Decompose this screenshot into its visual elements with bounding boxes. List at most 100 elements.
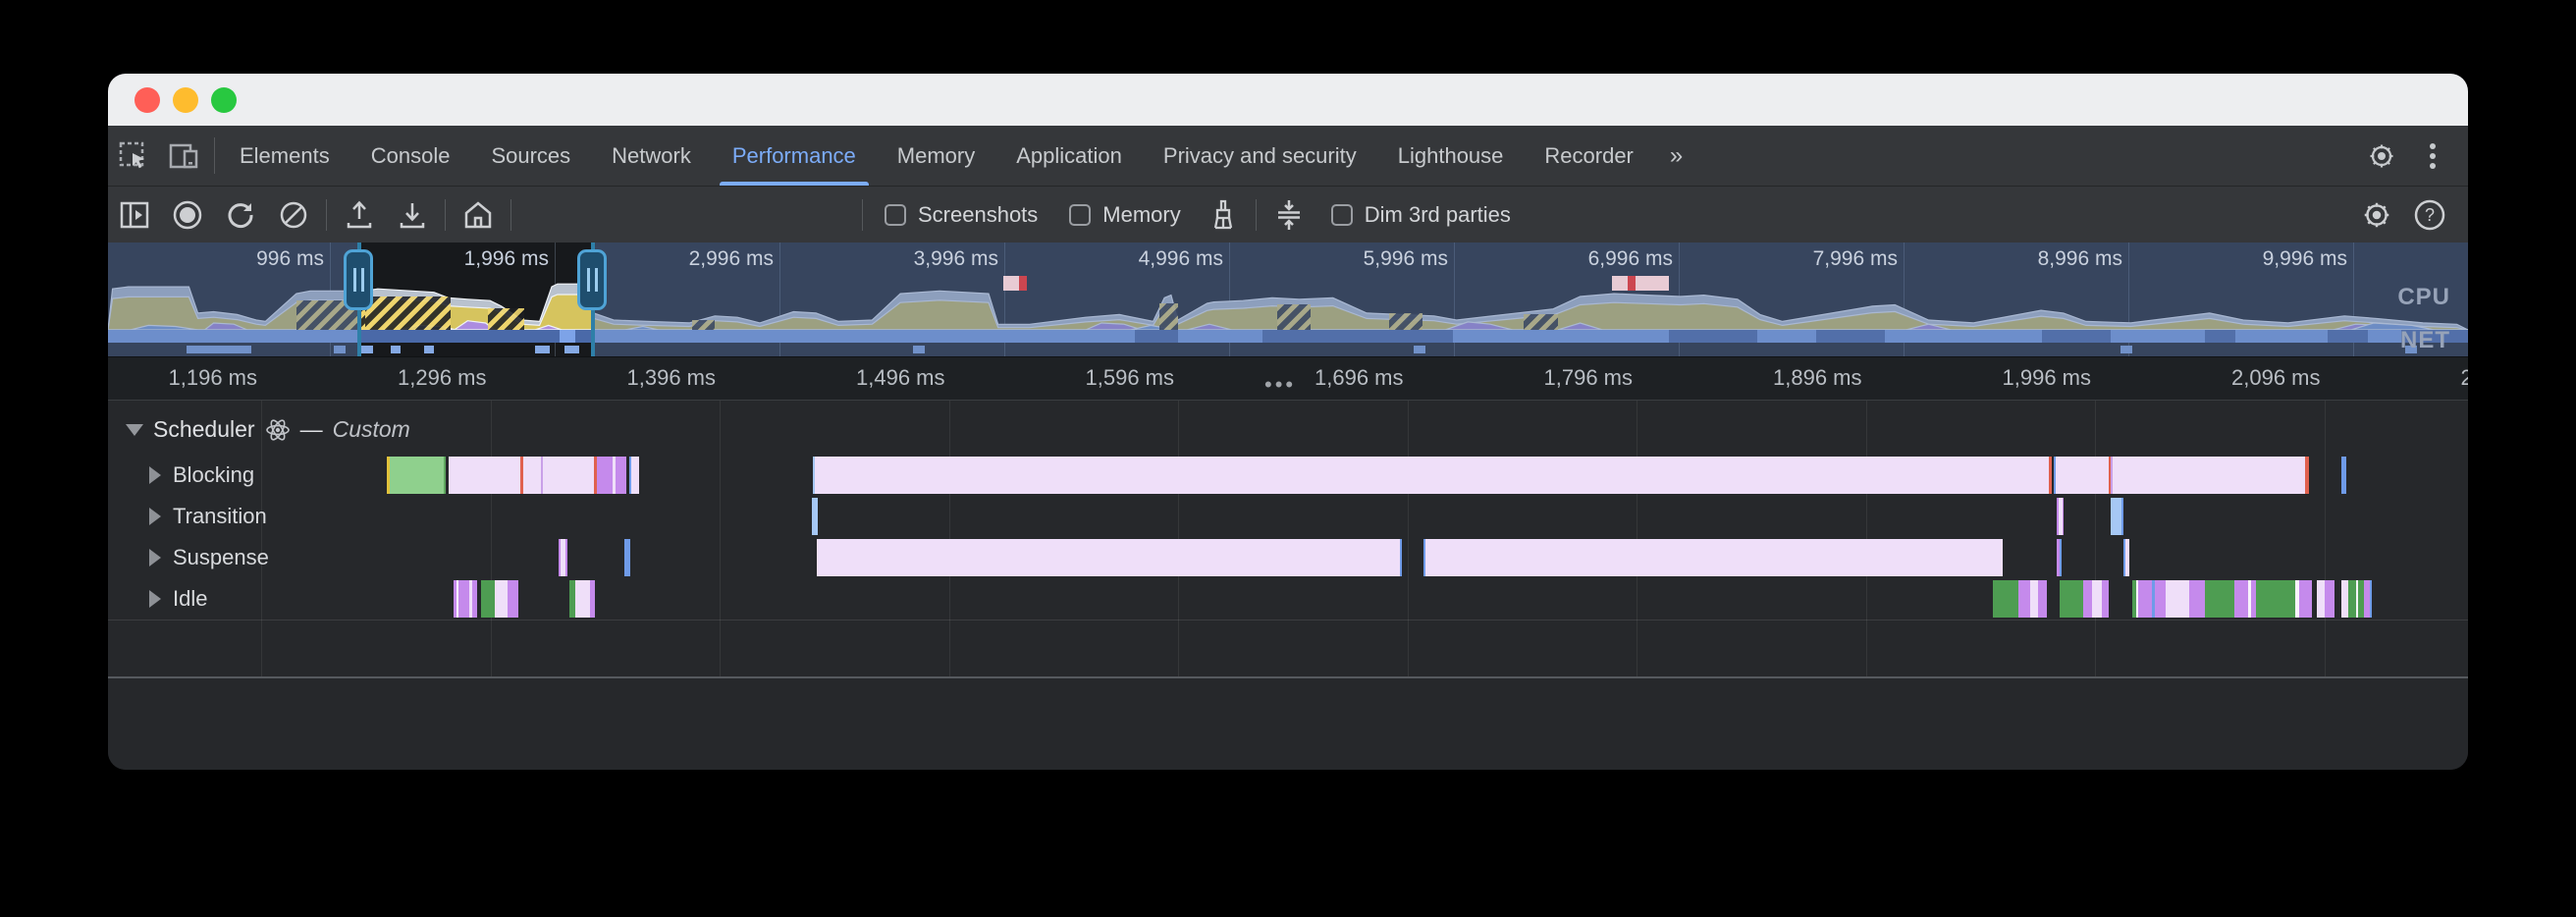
inspect-icon[interactable] [108, 126, 159, 186]
blocking-bar[interactable] [523, 457, 541, 494]
overview-resize-handle[interactable]: ••• [1264, 372, 1297, 397]
idle-bar[interactable] [2205, 580, 2234, 618]
interaction-marker[interactable] [1003, 276, 1027, 291]
collapse-triangle-icon[interactable] [126, 423, 143, 436]
idle-bar[interactable] [454, 580, 456, 618]
idle-bar[interactable] [2136, 580, 2138, 618]
blocking-bar[interactable] [813, 457, 815, 494]
tab-application[interactable]: Application [1016, 142, 1122, 168]
suspense-bar[interactable] [565, 539, 567, 576]
tab-recorder[interactable]: Recorder [1544, 142, 1634, 168]
idle-bar[interactable] [2092, 580, 2102, 618]
blocking-bar[interactable] [2109, 457, 2111, 494]
idle-bar[interactable] [456, 580, 458, 618]
idle-bar[interactable] [2358, 580, 2364, 618]
screenshots-checkbox[interactable]: Screenshots [885, 202, 1038, 228]
blocking-bar[interactable] [541, 457, 543, 494]
idle-bar[interactable] [2060, 580, 2083, 618]
idle-bar[interactable] [569, 580, 575, 618]
idle-bar[interactable] [2138, 580, 2152, 618]
expand-triangle-icon[interactable] [149, 590, 161, 608]
suspense-bar[interactable] [2123, 539, 2125, 576]
suspense-bar[interactable] [817, 539, 1400, 576]
live-metrics-home-icon[interactable] [452, 193, 505, 237]
idle-bar[interactable] [508, 580, 518, 618]
blocking-bar[interactable] [543, 457, 594, 494]
transition-bar[interactable] [2063, 498, 2064, 535]
idle-bar[interactable] [575, 580, 590, 618]
more-menu-icon[interactable] [2407, 140, 2458, 172]
suspense-bar[interactable] [2060, 539, 2062, 576]
idle-bar[interactable] [2370, 580, 2372, 618]
expand-triangle-icon[interactable] [149, 466, 161, 484]
expand-triangle-icon[interactable] [149, 508, 161, 525]
suspense-bar[interactable] [624, 539, 630, 576]
blocking-bar[interactable] [2305, 457, 2309, 494]
screenshots-checkbox-box[interactable] [885, 203, 906, 226]
idle-bar[interactable] [2317, 580, 2325, 618]
blocking-bar[interactable] [597, 457, 613, 494]
blocking-bar[interactable] [815, 457, 2049, 494]
idle-bar[interactable] [2299, 580, 2312, 618]
device-toolbar-icon[interactable] [159, 126, 210, 186]
blocking-bar[interactable] [2111, 457, 2113, 494]
dim-3rd-parties-checkbox-box[interactable] [1330, 203, 1353, 226]
idle-bar[interactable] [2348, 580, 2356, 618]
more-tabs-button[interactable]: » [1669, 141, 1684, 169]
idle-bar[interactable] [2356, 580, 2358, 618]
idle-bar[interactable] [590, 580, 595, 618]
clear-icon[interactable] [267, 193, 320, 237]
memory-checkbox-box[interactable] [1069, 203, 1092, 226]
row-label-blocking[interactable]: Blocking [149, 455, 254, 496]
idle-bar[interactable] [2251, 580, 2256, 618]
row-label-idle[interactable]: Idle [149, 578, 207, 620]
blocking-bar[interactable] [387, 457, 390, 494]
upload-profile-icon[interactable] [333, 193, 386, 237]
idle-bar[interactable] [2030, 580, 2038, 618]
blocking-bar[interactable] [390, 457, 444, 494]
idle-bar[interactable] [2166, 580, 2189, 618]
idle-bar[interactable] [2102, 580, 2109, 618]
selection-start-handle[interactable] [344, 249, 373, 310]
record-button[interactable] [161, 193, 214, 237]
idle-bar[interactable] [2248, 580, 2251, 618]
idle-bar[interactable] [2018, 580, 2030, 618]
blocking-bar[interactable] [594, 457, 597, 494]
tab-performance[interactable]: Performance [712, 126, 877, 186]
tab-lighthouse[interactable]: Lighthouse [1397, 142, 1504, 168]
tab-sources[interactable]: Sources [491, 142, 571, 168]
blocking-bar[interactable] [631, 457, 639, 494]
idle-bar[interactable] [2364, 580, 2370, 618]
suspense-bar[interactable] [1423, 539, 1425, 576]
dim-3rd-parties-checkbox[interactable]: Dim 3rd parties [1330, 202, 1511, 228]
idle-bar[interactable] [2152, 580, 2155, 618]
suspense-bar[interactable] [2125, 539, 2129, 576]
transition-bar[interactable] [812, 498, 818, 535]
zoom-button[interactable] [211, 87, 237, 113]
idle-bar[interactable] [1993, 580, 2018, 618]
tab-network[interactable]: Network [612, 142, 691, 168]
tracks-area[interactable]: Blocking Transition Suspense Idle Scheduler… [108, 400, 2468, 676]
record-reload-icon[interactable] [214, 193, 267, 237]
selection-end-handle[interactable] [577, 249, 607, 310]
tab-elements[interactable]: Elements [240, 142, 330, 168]
capture-settings-gear-icon[interactable] [2350, 193, 2403, 237]
idle-bar[interactable] [2083, 580, 2092, 618]
blocking-bar[interactable] [613, 457, 616, 494]
idle-bar[interactable] [2234, 580, 2248, 618]
toggle-sidebar-icon[interactable] [108, 193, 161, 237]
idle-bar[interactable] [481, 580, 495, 618]
collect-garbage-icon[interactable] [1197, 193, 1250, 237]
idle-bar[interactable] [2256, 580, 2295, 618]
row-label-transition[interactable]: Transition [149, 496, 267, 537]
collapse-tracks-icon[interactable] [1262, 193, 1315, 237]
blocking-bar[interactable] [629, 457, 631, 494]
blocking-bar[interactable] [444, 457, 446, 494]
transition-bar[interactable] [2057, 498, 2059, 535]
idle-bar[interactable] [2132, 580, 2136, 618]
tab-console[interactable]: Console [370, 142, 451, 168]
close-button[interactable] [134, 87, 160, 113]
idle-bar[interactable] [2038, 580, 2047, 618]
minimize-button[interactable] [173, 87, 198, 113]
tab-privacy-and-security[interactable]: Privacy and security [1162, 142, 1357, 168]
